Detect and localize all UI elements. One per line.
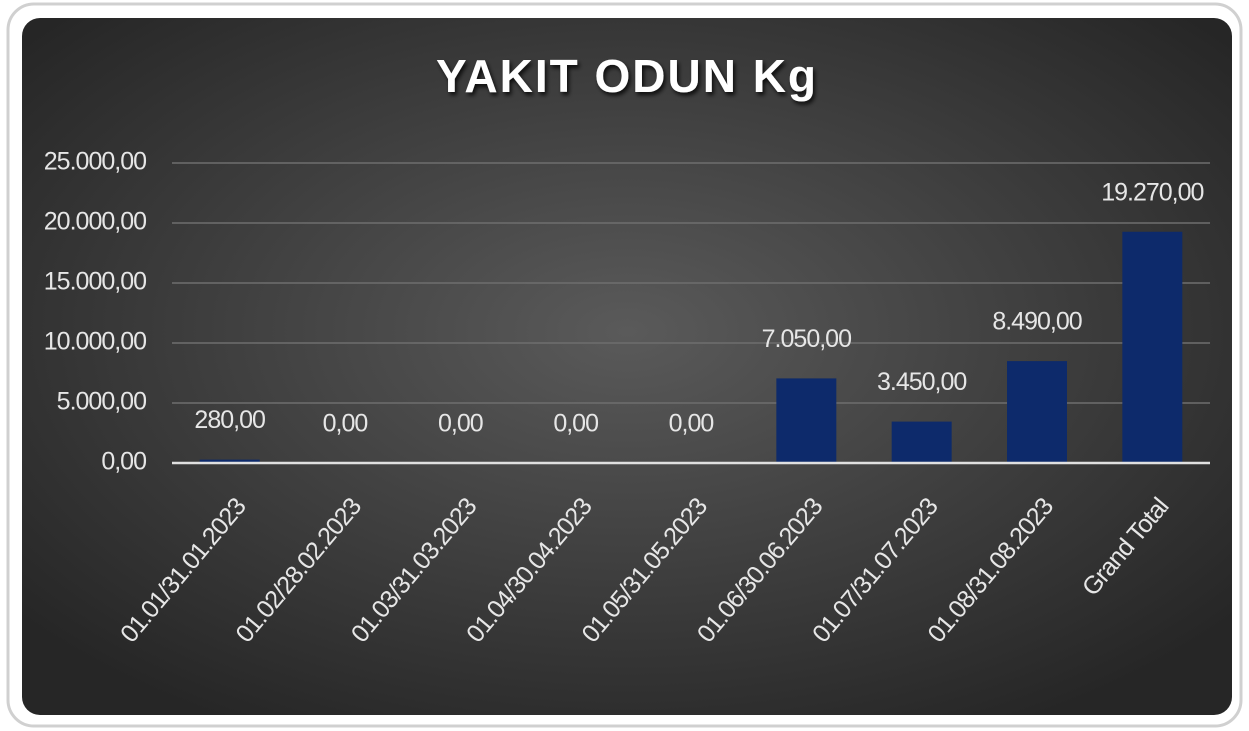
data-label: 19.270,00 (1101, 178, 1203, 206)
chart-title: YAKIT ODUN Kg (436, 50, 818, 102)
bar (891, 421, 952, 463)
y-tick-label: 0,00 (101, 448, 146, 476)
y-tick-label: 20.000,00 (44, 208, 146, 236)
chart-area (22, 18, 1232, 715)
data-label: 280,00 (194, 406, 265, 434)
data-label: 0,00 (669, 410, 714, 438)
y-tick-label: 25.000,00 (44, 148, 146, 176)
data-label: 0,00 (553, 410, 598, 438)
y-tick-label: 5.000,00 (57, 388, 146, 416)
y-tick-label: 15.000,00 (44, 268, 146, 296)
y-tick-label: 10.000,00 (44, 328, 146, 356)
data-label: 7.050,00 (762, 325, 851, 353)
data-label: 3.450,00 (877, 368, 966, 396)
data-label: 0,00 (438, 410, 483, 438)
bar (1007, 361, 1067, 463)
data-label: 8.490,00 (992, 308, 1081, 336)
bar (199, 459, 260, 463)
bar (776, 378, 837, 463)
data-label: 0,00 (323, 410, 368, 438)
bar (1122, 231, 1183, 463)
